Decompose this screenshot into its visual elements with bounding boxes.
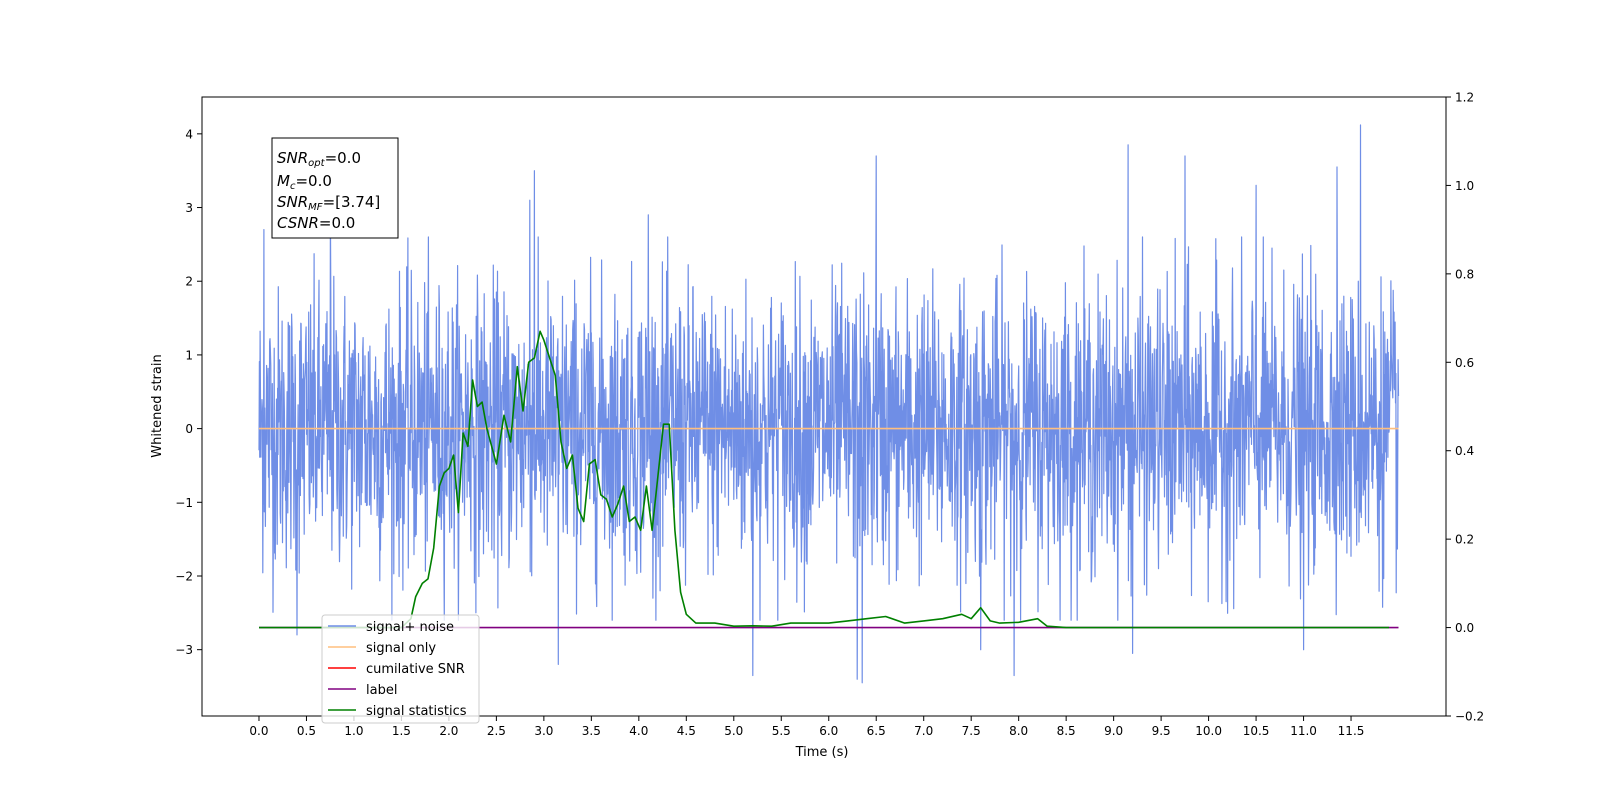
annotation-csnr: CSNR=0.0 <box>277 214 355 232</box>
x-tick-label: 1.5 <box>392 724 411 738</box>
x-tick-label: 3.5 <box>582 724 601 738</box>
y-tick-label: 3 <box>185 201 193 215</box>
legend-label-signal-plus-noise: signal+ noise <box>366 620 454 635</box>
y2-tick-label: 0.6 <box>1455 356 1474 370</box>
x-tick-label: 8.5 <box>1057 724 1076 738</box>
x-axis-label: Time (s) <box>795 745 849 760</box>
legend-label-signal-statistics: signal statistics <box>366 704 467 719</box>
x-tick-label: 10.5 <box>1243 724 1270 738</box>
plot-frame <box>201 96 1447 717</box>
annotation-box: SNRopt=0.0 Mc=0.0 SNRMF=[3.74] CSNR=0.0 <box>271 137 399 239</box>
x-tick-label: 9.5 <box>1152 724 1171 738</box>
y-axis-label: Whitened strain <box>150 354 165 457</box>
annotation-mc: Mc=0.0 <box>277 172 332 192</box>
y2-tick-label: 0.0 <box>1455 621 1474 635</box>
x-tick-label: 6.0 <box>819 724 838 738</box>
y-tick-label: −3 <box>175 643 193 657</box>
y-axis-right: 1.2 1.0 0.8 0.6 0.4 0.2 0.0 −0.2 <box>1446 91 1484 724</box>
annotation-snr-opt: SNRopt=0.0 <box>277 149 361 169</box>
legend-label-label: label <box>366 683 397 698</box>
x-tick-label: 4.5 <box>677 724 696 738</box>
legend-label-cumilative-snr: cumilative SNR <box>366 662 465 677</box>
x-tick-label: 3.0 <box>534 724 553 738</box>
legend-frame <box>321 614 480 724</box>
y-tick-label: 1 <box>185 348 193 362</box>
y-tick-label: 4 <box>185 127 193 141</box>
series-signal-plus-noise <box>258 124 1400 684</box>
x-tick-label: 4.0 <box>629 724 648 738</box>
x-tick-label: 7.0 <box>914 724 933 738</box>
line-signal-plus-noise <box>258 124 1400 684</box>
x-tick-label: 11.5 <box>1338 724 1365 738</box>
y-tick-label: −1 <box>175 496 193 510</box>
x-tick-label: 11.0 <box>1290 724 1317 738</box>
x-tick-label: 10.0 <box>1195 724 1222 738</box>
x-tick-label: 6.5 <box>867 724 886 738</box>
x-tick-label: 1.0 <box>344 724 363 738</box>
x-tick-label: 5.0 <box>724 724 743 738</box>
legend-label-signal-only: signal only <box>366 641 436 656</box>
x-tick-label: 7.5 <box>962 724 981 738</box>
y2-tick-label: 0.4 <box>1455 444 1474 458</box>
x-tick-label: 2.0 <box>439 724 458 738</box>
annotation-frame <box>271 137 399 239</box>
annotation-snr-mf: SNRMF=[3.74] <box>277 193 380 213</box>
y-tick-label: 2 <box>185 275 193 289</box>
x-tick-label: 0.5 <box>297 724 316 738</box>
x-axis: 0.0 0.5 1.0 1.5 2.0 2.5 3.0 3.5 4.0 4.5 5.0 5.5 6.0 6… <box>249 716 1364 738</box>
y-axis-left: 4 3 2 1 0 −1 −2 −3 <box>175 127 202 657</box>
x-tick-label: 5.5 <box>772 724 791 738</box>
y-tick-label: 0 <box>185 422 193 436</box>
x-tick-label: 2.5 <box>487 724 506 738</box>
y2-tick-label: 0.2 <box>1455 533 1474 547</box>
y2-tick-label: 1.2 <box>1455 91 1474 105</box>
x-tick-label: 0.0 <box>249 724 268 738</box>
legend: signal+ noise signal only cumilative SNR… <box>321 614 480 724</box>
y2-tick-label: −0.2 <box>1455 710 1484 724</box>
y2-tick-label: 1.0 <box>1455 179 1474 193</box>
x-tick-label: 9.0 <box>1104 724 1123 738</box>
line-signal-statistics <box>259 330 1389 629</box>
y2-tick-label: 0.8 <box>1455 267 1474 281</box>
y-tick-label: −2 <box>175 569 193 583</box>
x-tick-label: 8.0 <box>1009 724 1028 738</box>
